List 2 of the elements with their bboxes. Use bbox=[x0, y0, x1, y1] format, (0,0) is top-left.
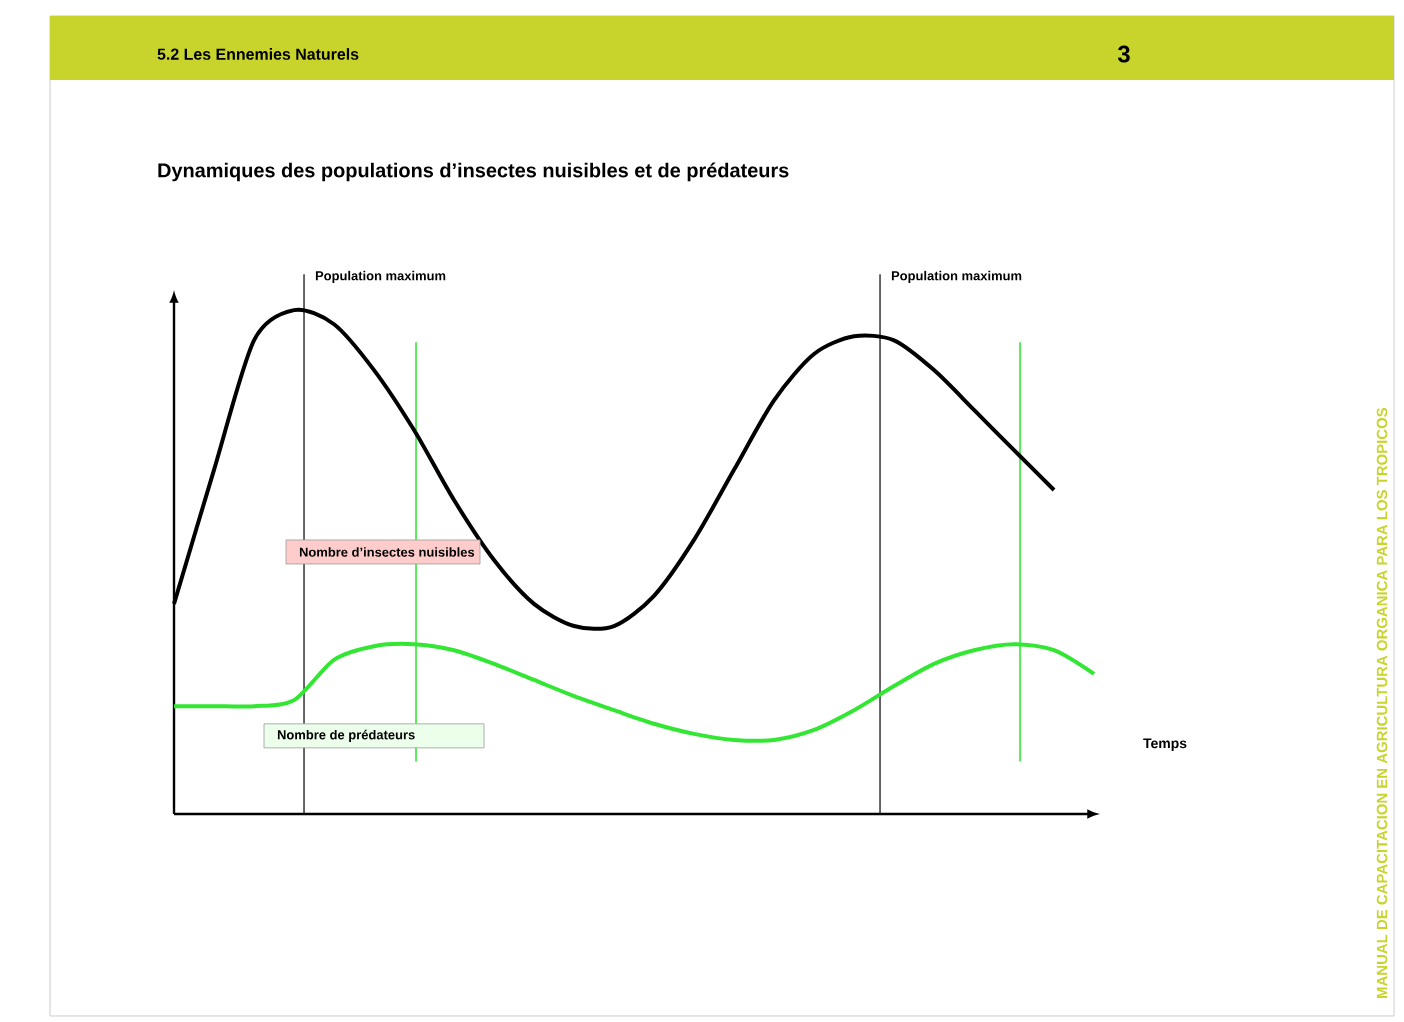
text: 3 bbox=[1117, 45, 1130, 63]
chart-title: Dynamiques des populations d’insectes nuisibles et de prédateurs bbox=[158, 162, 789, 182]
